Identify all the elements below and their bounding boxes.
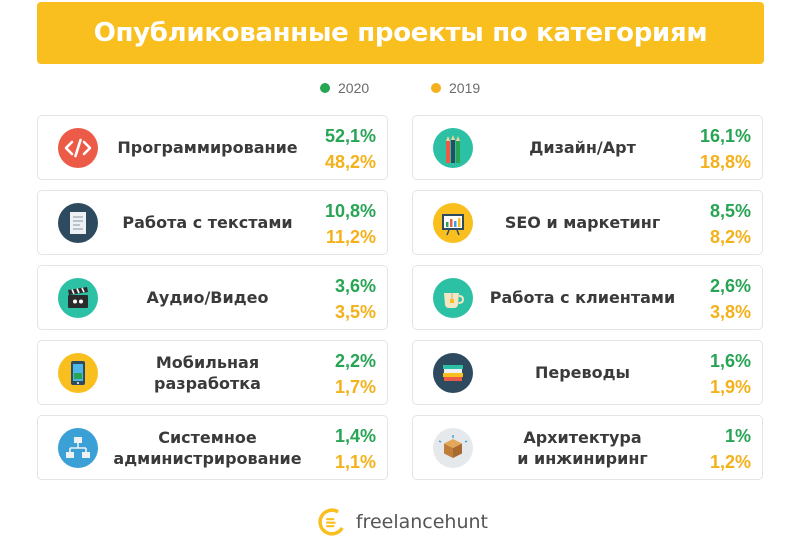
category-values: 8,5% 8,2%: [689, 198, 751, 250]
category-card-architecture: Архитектура и инжиниринг 1% 1,2%: [412, 415, 763, 480]
category-label: SEO и маркетинг: [504, 213, 661, 232]
category-label: Программирование: [117, 138, 298, 157]
title-banner: Опубликованные проекты по категориям: [37, 2, 764, 64]
pencils-icon: [433, 128, 473, 168]
freelancehunt-logo-icon: [318, 508, 346, 536]
category-card-translations: Переводы 1,6% 1,9%: [412, 340, 763, 405]
legend-label-2019: 2019: [449, 80, 481, 96]
code-icon: [58, 128, 98, 168]
legend: 2020 2019: [0, 80, 800, 100]
category-values: 52,1% 48,2%: [314, 123, 376, 175]
value-2019: 3,5%: [334, 302, 376, 322]
category-label: Системное администрирование: [113, 427, 302, 468]
value-2020: 1%: [724, 426, 751, 446]
value-2019: 11,2%: [325, 227, 376, 247]
books-icon: [433, 353, 473, 393]
smartphone-icon: [58, 353, 98, 393]
value-2019: 1,2%: [709, 452, 751, 472]
presentation-board-icon: [433, 203, 473, 243]
category-values: 16,1% 18,8%: [689, 123, 751, 175]
value-2020: 1,6%: [709, 351, 751, 371]
clapperboard-icon: [58, 278, 98, 318]
category-card-design: Дизайн/Арт 16,1% 18,8%: [412, 115, 763, 180]
category-label: Аудио/Видео: [146, 288, 269, 307]
category-label: Дизайн/Арт: [529, 138, 636, 157]
category-values: 1,6% 1,9%: [689, 348, 751, 400]
brand-name: freelancehunt: [355, 511, 488, 533]
category-values: 1% 1,2%: [689, 423, 751, 475]
legend-dot-2019: [431, 83, 441, 93]
value-2020: 2,2%: [334, 351, 376, 371]
legend-item-2020: 2020: [320, 80, 369, 96]
value-2019: 3,8%: [709, 302, 751, 322]
category-label: Работа с текстами: [122, 213, 293, 232]
category-label: Переводы: [534, 363, 631, 382]
category-card-clients: Работа с клиентами 2,6% 3,8%: [412, 265, 763, 330]
category-values: 3,6% 3,5%: [314, 273, 376, 325]
page-title: Опубликованные проекты по категориям: [93, 18, 708, 48]
value-2019: 48,2%: [324, 152, 376, 172]
category-values: 2,2% 1,7%: [314, 348, 376, 400]
value-2020: 52,1%: [324, 126, 376, 146]
value-2019: 18,8%: [699, 152, 751, 172]
legend-label-2020: 2020: [338, 80, 370, 96]
value-2020: 1,4%: [334, 426, 376, 446]
category-values: 1,4% 1,1%: [314, 423, 376, 475]
value-2020: 16,1%: [699, 126, 751, 146]
category-label: Работа с клиентами: [489, 288, 676, 307]
category-card-audio-video: Аудио/Видео 3,6% 3,5%: [37, 265, 388, 330]
legend-item-2019: 2019: [431, 80, 480, 96]
category-card-seo: SEO и маркетинг 8,5% 8,2%: [412, 190, 763, 255]
value-2020: 2,6%: [709, 276, 751, 296]
value-2020: 10,8%: [324, 201, 376, 221]
tea-cup-icon: [433, 278, 473, 318]
category-card-sysadmin: Системное администрирование 1,4% 1,1%: [37, 415, 388, 480]
document-icon: [58, 203, 98, 243]
brand-logo: freelancehunt: [318, 502, 488, 542]
legend-dot-2020: [320, 83, 330, 93]
value-2020: 8,5%: [709, 201, 751, 221]
category-values: 10,8% 11,2%: [314, 198, 376, 250]
value-2019: 1,1%: [334, 452, 376, 472]
value-2020: 3,6%: [334, 276, 376, 296]
network-icon: [58, 428, 98, 468]
box-3d-icon: [433, 428, 473, 468]
value-2019: 1,7%: [334, 377, 376, 397]
category-card-texts: Работа с текстами 10,8% 11,2%: [37, 190, 388, 255]
value-2019: 1,9%: [709, 377, 751, 397]
value-2019: 8,2%: [709, 227, 751, 247]
category-values: 2,6% 3,8%: [689, 273, 751, 325]
category-label: Архитектура и инжиниринг: [517, 427, 648, 468]
category-card-programming: Программирование 52,1% 48,2%: [37, 115, 388, 180]
category-card-mobile: Мобильная разработка 2,2% 1,7%: [37, 340, 388, 405]
category-label: Мобильная разработка: [154, 352, 261, 393]
